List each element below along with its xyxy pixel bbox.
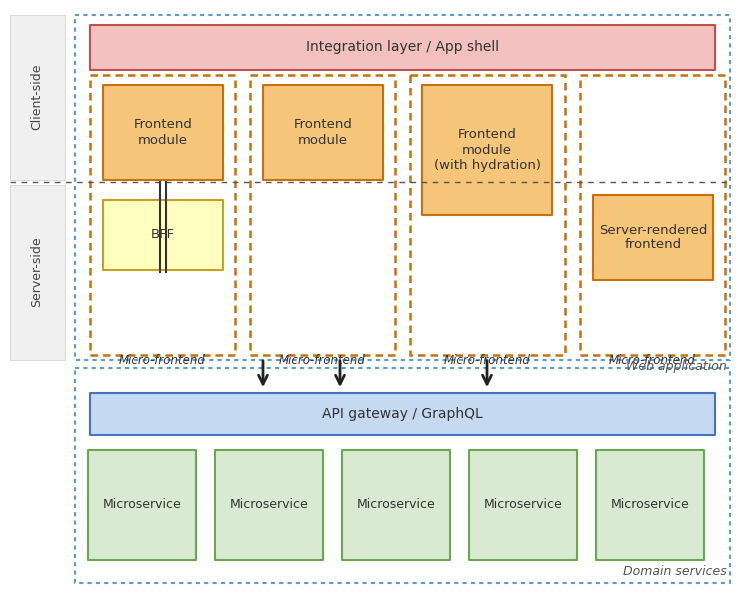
- Bar: [250, 75, 395, 355]
- Text: BFF: BFF: [151, 228, 175, 242]
- Text: Microservice: Microservice: [102, 498, 181, 511]
- Bar: [88, 450, 196, 560]
- Text: Microservice: Microservice: [484, 498, 562, 511]
- Bar: [75, 368, 730, 583]
- Text: Microservice: Microservice: [611, 498, 689, 511]
- Text: Microservice: Microservice: [229, 498, 309, 511]
- Text: Micro-frontend: Micro-frontend: [278, 353, 366, 367]
- Bar: [103, 200, 223, 270]
- Text: Server-side: Server-side: [30, 237, 44, 307]
- Bar: [90, 393, 715, 435]
- Bar: [263, 85, 383, 180]
- Bar: [469, 450, 577, 560]
- Bar: [103, 85, 223, 180]
- Text: Micro-frontend: Micro-frontend: [444, 353, 531, 367]
- Bar: [215, 450, 323, 560]
- Text: Frontend
module
(with hydration): Frontend module (with hydration): [433, 129, 540, 171]
- Bar: [10, 185, 65, 360]
- Bar: [75, 15, 730, 360]
- Bar: [10, 15, 65, 180]
- Text: Client-side: Client-side: [30, 64, 44, 130]
- Text: Microservice: Microservice: [357, 498, 436, 511]
- Bar: [422, 85, 552, 215]
- Bar: [342, 450, 450, 560]
- Text: Micro-frontend: Micro-frontend: [119, 353, 206, 367]
- Text: Server-rendered
frontend: Server-rendered frontend: [599, 224, 707, 251]
- Text: Domain services: Domain services: [623, 565, 727, 578]
- Text: Micro-frontend: Micro-frontend: [608, 353, 695, 367]
- Bar: [580, 75, 725, 355]
- Bar: [410, 75, 565, 355]
- Bar: [593, 195, 713, 280]
- Text: Web application: Web application: [626, 360, 727, 373]
- Bar: [90, 25, 715, 70]
- Bar: [596, 450, 704, 560]
- Text: Frontend
module: Frontend module: [134, 118, 192, 147]
- Bar: [90, 75, 235, 355]
- Text: Integration layer / App shell: Integration layer / App shell: [306, 40, 499, 55]
- Text: Frontend
module: Frontend module: [294, 118, 352, 147]
- Text: API gateway / GraphQL: API gateway / GraphQL: [322, 407, 483, 421]
